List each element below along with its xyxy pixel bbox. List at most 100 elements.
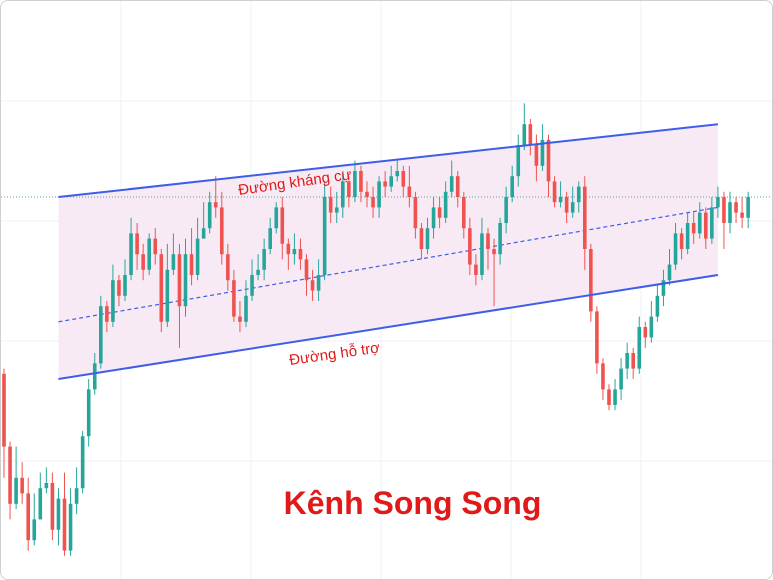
candle-down [691, 212, 696, 244]
candle-body [425, 228, 430, 249]
candle-up [207, 191, 212, 234]
candle-down [407, 165, 412, 208]
candle-down [20, 462, 24, 504]
candle-down [528, 119, 533, 156]
candle-down [2, 368, 6, 478]
candle-up [292, 233, 297, 265]
candle-down [371, 186, 375, 218]
candle-body [207, 202, 212, 229]
candle-up [637, 316, 642, 374]
candle-up [619, 358, 623, 400]
candle-down [643, 321, 648, 348]
candle-up [673, 223, 678, 270]
chart-caption: Kênh Song Song [1, 485, 772, 522]
candle-down [413, 191, 418, 239]
candle-body [359, 171, 363, 192]
candle-body [117, 280, 121, 296]
candle-down [534, 134, 539, 182]
candle-down [117, 275, 121, 307]
candle-up [697, 202, 702, 239]
candle-up [449, 160, 454, 197]
candle-body [625, 353, 629, 369]
candle-up [250, 259, 254, 301]
candle-body [468, 228, 472, 265]
candle-body [455, 176, 460, 197]
candle-up [316, 259, 321, 301]
candle-body [322, 197, 327, 275]
candle-body [153, 238, 158, 255]
candle-body [129, 233, 133, 275]
candle-down [474, 254, 478, 286]
candle-up [613, 379, 617, 411]
candle-down [189, 228, 194, 286]
candle-body [685, 223, 690, 249]
candle-down [8, 441, 12, 520]
candle-body [141, 254, 145, 270]
support-line [58, 274, 719, 380]
candle-body [710, 207, 714, 239]
candle-body [389, 176, 393, 187]
candle-body [655, 295, 660, 317]
candle-up [746, 191, 750, 229]
candle-down [62, 472, 67, 556]
candle-body [244, 295, 248, 322]
candle-body [226, 254, 230, 281]
candle-body [26, 493, 30, 541]
candle-down [141, 243, 145, 281]
candle-body [546, 139, 551, 182]
candle-body [395, 171, 400, 177]
candle-body [238, 316, 242, 322]
candle-down [401, 165, 406, 197]
candle-up [256, 254, 260, 281]
candle-body [679, 233, 684, 249]
candle-body [20, 477, 24, 494]
candle-body [728, 202, 732, 223]
candle-body [32, 519, 37, 541]
candle-up [389, 165, 393, 192]
candle-body [431, 207, 436, 229]
candle-body [510, 176, 514, 197]
resistance-line [58, 123, 719, 198]
candle-down [419, 223, 424, 260]
candle-body [480, 233, 484, 275]
candle-body [740, 212, 744, 218]
candle-up [56, 488, 61, 546]
candle-up [540, 124, 545, 171]
candle-body [613, 389, 617, 405]
candle-up [123, 259, 127, 301]
candle-body [486, 233, 490, 249]
candle-down [226, 243, 230, 291]
candle-body [437, 207, 442, 218]
candle-body [637, 327, 642, 369]
candle-up [510, 165, 514, 203]
candle-down [105, 301, 109, 333]
candle-body [2, 373, 6, 447]
candle-up [171, 233, 176, 275]
candle-down [304, 254, 309, 296]
candle-down [328, 186, 333, 223]
candle-body [232, 280, 236, 317]
candle-body [522, 124, 527, 145]
candle-body [286, 243, 291, 255]
candle-down [213, 176, 218, 218]
candle-body [746, 197, 750, 218]
candle-up [667, 249, 672, 286]
candle-body [147, 238, 151, 270]
candle-up [516, 134, 521, 187]
candle-body [316, 275, 321, 291]
candle-body [667, 264, 672, 281]
candle-up [201, 202, 206, 239]
candle-body [353, 171, 357, 197]
candle-body [250, 275, 254, 296]
candle-body [280, 207, 285, 244]
candle-body [377, 181, 381, 208]
candles [2, 103, 750, 556]
candle-down [704, 207, 708, 249]
candle-up [44, 467, 49, 494]
candle-down [740, 197, 744, 229]
candle-up [129, 217, 133, 281]
candle-body [462, 197, 466, 229]
candle-body [328, 197, 333, 213]
candle-body [68, 503, 73, 551]
